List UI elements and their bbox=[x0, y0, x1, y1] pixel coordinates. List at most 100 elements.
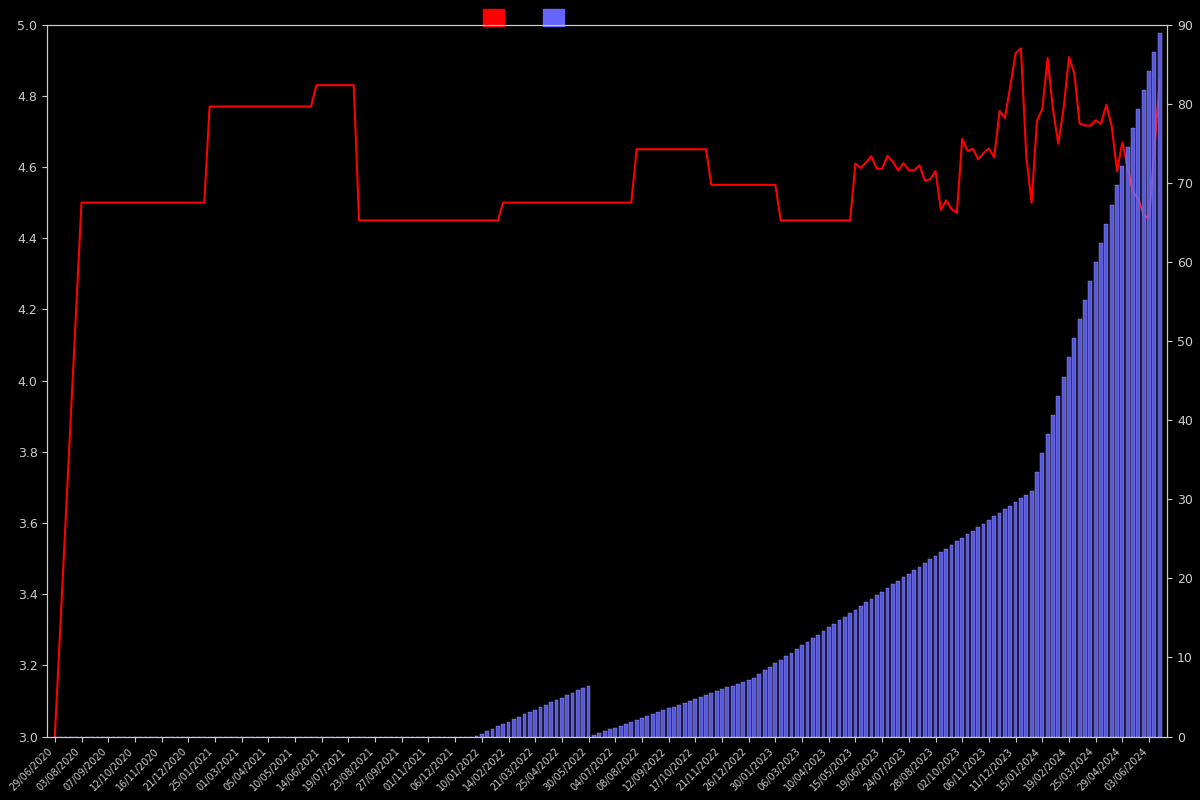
Bar bbox=[720, 690, 724, 737]
Bar bbox=[661, 710, 665, 737]
Bar bbox=[875, 595, 878, 737]
Bar bbox=[629, 722, 634, 737]
Bar bbox=[1019, 498, 1022, 737]
Bar bbox=[576, 690, 580, 737]
Bar bbox=[1084, 300, 1087, 737]
Bar bbox=[901, 578, 906, 737]
Bar bbox=[565, 695, 569, 737]
Bar bbox=[491, 729, 494, 737]
Bar bbox=[678, 705, 682, 737]
Bar bbox=[997, 513, 1002, 737]
Bar bbox=[1136, 109, 1140, 737]
Bar bbox=[742, 682, 745, 737]
Bar bbox=[517, 717, 521, 737]
Bar bbox=[523, 714, 527, 737]
Bar bbox=[698, 697, 702, 737]
Bar bbox=[870, 598, 874, 737]
Bar bbox=[544, 705, 547, 737]
Bar bbox=[907, 574, 911, 737]
Bar bbox=[646, 716, 649, 737]
Bar bbox=[800, 646, 804, 737]
Bar bbox=[656, 712, 660, 737]
Bar bbox=[688, 701, 692, 737]
Bar bbox=[853, 610, 857, 737]
Bar bbox=[528, 712, 532, 737]
Bar bbox=[1115, 186, 1118, 737]
Bar bbox=[694, 699, 697, 737]
Bar bbox=[790, 653, 793, 737]
Bar bbox=[763, 670, 767, 737]
Bar bbox=[1030, 491, 1033, 737]
Bar bbox=[650, 714, 654, 737]
Bar bbox=[1062, 377, 1066, 737]
Bar bbox=[624, 724, 628, 737]
Bar bbox=[613, 727, 617, 737]
Bar bbox=[938, 552, 943, 737]
Bar bbox=[635, 720, 638, 737]
Bar bbox=[502, 724, 505, 737]
Bar bbox=[966, 534, 970, 737]
Bar bbox=[512, 719, 516, 737]
Bar bbox=[934, 556, 937, 737]
Bar bbox=[1093, 262, 1098, 737]
Bar bbox=[1078, 319, 1081, 737]
Bar bbox=[982, 523, 985, 737]
Legend: , : , bbox=[478, 3, 581, 31]
Bar bbox=[794, 649, 799, 737]
Bar bbox=[1045, 434, 1050, 737]
Bar bbox=[896, 581, 900, 737]
Bar bbox=[816, 634, 820, 737]
Bar bbox=[842, 617, 847, 737]
Bar bbox=[592, 735, 596, 737]
Bar bbox=[1121, 166, 1124, 737]
Bar bbox=[1126, 147, 1129, 737]
Bar bbox=[554, 700, 558, 737]
Bar bbox=[1040, 453, 1044, 737]
Bar bbox=[506, 722, 510, 737]
Bar bbox=[1014, 502, 1018, 737]
Bar bbox=[1099, 242, 1103, 737]
Bar bbox=[827, 627, 830, 737]
Bar bbox=[746, 680, 751, 737]
Bar bbox=[977, 527, 980, 737]
Bar bbox=[731, 686, 734, 737]
Bar bbox=[912, 570, 916, 737]
Bar bbox=[1110, 205, 1114, 737]
Bar bbox=[619, 726, 623, 737]
Bar bbox=[1025, 495, 1028, 737]
Bar bbox=[598, 734, 601, 737]
Bar bbox=[602, 731, 606, 737]
Bar bbox=[726, 687, 730, 737]
Bar bbox=[833, 624, 836, 737]
Bar bbox=[1051, 415, 1055, 737]
Bar bbox=[960, 538, 964, 737]
Bar bbox=[715, 691, 719, 737]
Bar bbox=[838, 620, 841, 737]
Bar bbox=[757, 674, 761, 737]
Bar bbox=[704, 695, 708, 737]
Bar bbox=[986, 520, 991, 737]
Bar bbox=[533, 710, 538, 737]
Bar bbox=[683, 702, 686, 737]
Bar bbox=[1132, 128, 1135, 737]
Bar bbox=[672, 706, 676, 737]
Bar bbox=[608, 730, 612, 737]
Bar bbox=[784, 656, 788, 737]
Bar bbox=[864, 602, 868, 737]
Bar bbox=[667, 709, 671, 737]
Bar bbox=[848, 613, 852, 737]
Bar bbox=[859, 606, 863, 737]
Bar bbox=[929, 559, 932, 737]
Bar bbox=[1104, 224, 1109, 737]
Bar bbox=[1158, 33, 1162, 737]
Bar bbox=[768, 667, 772, 737]
Bar bbox=[949, 545, 954, 737]
Bar bbox=[752, 678, 756, 737]
Bar bbox=[550, 702, 553, 737]
Bar bbox=[918, 566, 922, 737]
Bar bbox=[539, 707, 542, 737]
Bar bbox=[1073, 338, 1076, 737]
Bar bbox=[709, 693, 713, 737]
Bar bbox=[779, 660, 782, 737]
Bar bbox=[890, 585, 895, 737]
